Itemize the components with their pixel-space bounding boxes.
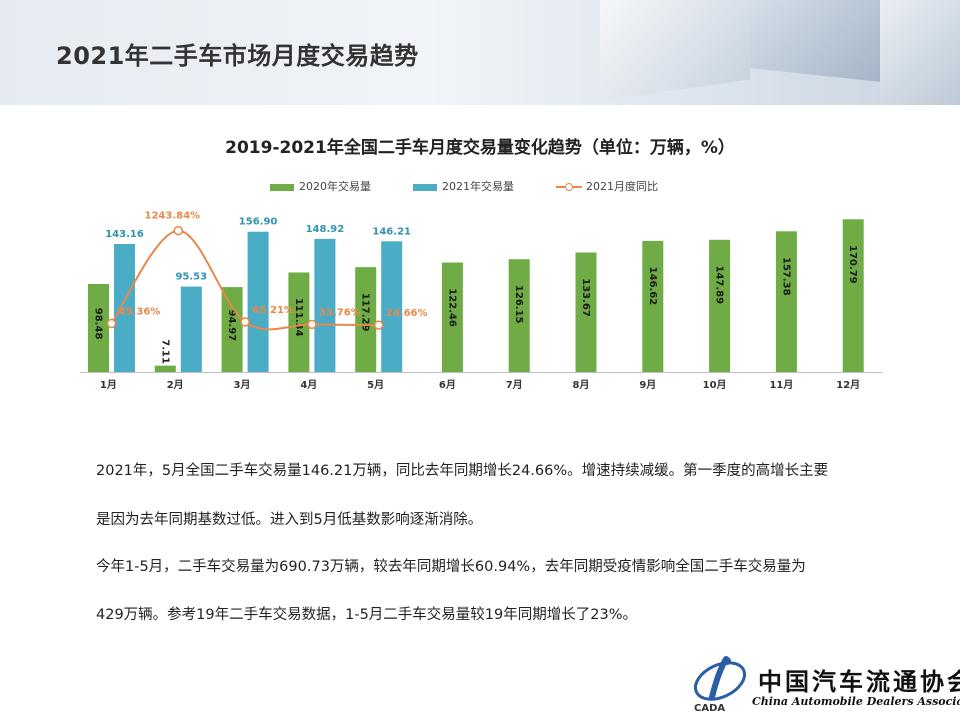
legend-label-2020: 2020年交易量 (299, 180, 371, 193)
legend-label-2021: 2021年交易量 (442, 180, 514, 193)
data-label-2020: 94.97 (226, 309, 237, 341)
data-label-2021: 156.90 (239, 217, 278, 228)
logo-mark-text: CADA (694, 703, 725, 713)
paragraph-line: 是因为去年同期基数过低。进入到5月低基数影响逐渐消除。 (96, 512, 483, 528)
yoy-point (106, 318, 117, 329)
x-tick-label: 2月 (167, 379, 184, 391)
legend-swatch-2020 (270, 183, 294, 191)
bar-2020 (288, 272, 310, 372)
data-label-2020: 133.67 (580, 278, 591, 317)
bar-2020 (154, 365, 176, 372)
x-tick-label: 11月 (769, 379, 793, 391)
bar-2021 (180, 286, 202, 372)
bar-2021 (314, 238, 336, 372)
yoy-point (173, 225, 184, 236)
cada-emblem-icon: CADA (693, 656, 747, 713)
x-tick-label: 7月 (506, 379, 523, 391)
yoy-data-label: 1243.84% (145, 211, 201, 222)
x-tick-label: 1月 (100, 379, 117, 391)
logo-name-cn: 中国汽车流通协会 (758, 667, 960, 696)
association-logo: CADA 中国汽车流通协会 China Automobile Dealers A… (690, 650, 960, 715)
chart-title: 2019-2021年全国二手车月度交易量变化趋势（单位：万辆，%） (225, 138, 735, 158)
yoy-data-label: 33.76% (319, 307, 361, 318)
bar-2020 (642, 240, 664, 372)
data-label-2020: 111.34 (293, 298, 304, 337)
data-label-2020: 170.79 (847, 245, 858, 284)
bar-2020 (221, 287, 243, 372)
yoy-data-label: 45.36% (119, 306, 161, 317)
x-tick-label: 9月 (639, 379, 656, 391)
data-label-2020: 146.62 (647, 267, 658, 306)
legend-item-yoy: 2021月度同比 (556, 178, 658, 194)
x-tick-label: 6月 (439, 379, 456, 391)
yoy-point (373, 320, 384, 330)
paragraph-line: 429万辆。参考19年二手车交易数据，1-5月二手车交易量较19年同期增长了23… (96, 607, 637, 623)
yoy-data-label: 24.66% (386, 308, 428, 319)
data-label-2021: 148.92 (306, 224, 345, 235)
bar-2020 (508, 259, 530, 372)
yoy-point (240, 317, 250, 327)
data-label-2020: 126.15 (513, 285, 524, 324)
logo-name-en: China Automobile Dealers Association (752, 695, 960, 708)
legend-item-2021: 2021年交易量 (413, 178, 514, 194)
yoy-line (110, 229, 379, 331)
x-tick-label: 8月 (573, 379, 590, 391)
x-tick-label: 5月 (367, 379, 384, 391)
bar-2021 (247, 231, 269, 372)
bar-2021 (381, 241, 403, 372)
data-label-2020: 147.89 (714, 265, 725, 304)
paragraph-line: 今年1-5月，二手车交易量为690.73万辆，较去年同期增长60.94%，去年同… (96, 559, 806, 575)
bar-2020 (441, 262, 463, 372)
legend-swatch-2021 (413, 183, 437, 191)
legend-line-yoy (556, 182, 582, 192)
data-label-2021: 95.53 (175, 272, 207, 283)
x-tick-label: 12月 (836, 379, 860, 391)
slide-title: 2021年二手车市场月度交易趋势 (56, 42, 419, 70)
data-label-2020: 98.48 (93, 308, 104, 340)
paragraph-line: 2021年，5月全国二手车交易量146.21万辆，同比去年同期增长24.66%。… (96, 463, 829, 479)
data-label-2020: 7.11 (159, 339, 170, 364)
x-tick-label: 4月 (300, 379, 317, 391)
bar-2021 (114, 244, 135, 372)
bar-2020 (775, 231, 797, 372)
x-tick-label: 3月 (234, 379, 251, 391)
bar-2020 (88, 283, 109, 372)
decorative-cube (750, 0, 880, 82)
data-label-2021: 143.16 (105, 229, 144, 240)
header-band (0, 0, 960, 105)
decorative-cube (880, 0, 960, 105)
chart-plot: 98.48 143.16 1月 7.11 95.53 2月 94.97 156.90 3月 111… (80, 211, 882, 391)
x-tick-label: 10月 (703, 379, 727, 391)
bar-2020 (575, 252, 597, 372)
yoy-point (307, 319, 317, 330)
legend-label-yoy: 2021月度同比 (586, 180, 658, 193)
decorative-cube (600, 0, 750, 101)
data-label-2020: 117.29 (360, 293, 371, 332)
bar-2020 (355, 267, 377, 372)
bar-2020 (709, 239, 731, 372)
data-label-2020: 157.38 (780, 257, 791, 296)
data-label-2021: 146.21 (372, 226, 411, 237)
yoy-data-label: 65.21% (252, 305, 294, 316)
bar-2020 (842, 219, 864, 372)
data-label-2020: 122.46 (446, 288, 457, 327)
legend-item-2020: 2020年交易量 (270, 178, 371, 194)
